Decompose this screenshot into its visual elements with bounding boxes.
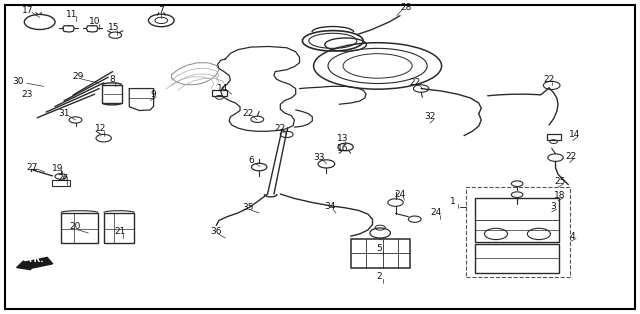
Bar <box>351 239 410 268</box>
Text: 30: 30 <box>12 77 24 85</box>
Text: 11: 11 <box>66 10 77 19</box>
Text: 31: 31 <box>58 109 70 118</box>
Text: 36: 36 <box>211 227 222 236</box>
Bar <box>475 198 559 242</box>
Text: 24: 24 <box>431 208 442 217</box>
Bar <box>52 180 70 186</box>
Bar <box>475 244 559 273</box>
Text: 29: 29 <box>72 73 84 81</box>
Text: 5: 5 <box>376 244 381 253</box>
Text: 18: 18 <box>554 191 566 200</box>
Text: 9: 9 <box>151 90 156 99</box>
Text: 27: 27 <box>26 163 38 171</box>
Text: 33: 33 <box>313 153 324 162</box>
Bar <box>61 213 98 243</box>
Text: 12: 12 <box>95 124 107 133</box>
Bar <box>102 85 122 103</box>
Text: 3: 3 <box>551 202 556 211</box>
Text: 7: 7 <box>159 6 164 14</box>
Text: 22: 22 <box>243 109 254 118</box>
Text: 22: 22 <box>565 152 577 161</box>
Bar <box>547 134 561 140</box>
Text: 13: 13 <box>337 134 348 143</box>
Text: 2: 2 <box>376 273 381 281</box>
Text: 24: 24 <box>394 190 406 198</box>
Text: 6: 6 <box>248 156 253 165</box>
Text: 21: 21 <box>115 227 126 236</box>
Text: 16: 16 <box>337 144 348 153</box>
Text: 32: 32 <box>424 112 436 121</box>
Text: 35: 35 <box>243 203 254 212</box>
Text: 1: 1 <box>451 197 456 206</box>
Text: 22: 22 <box>275 124 286 133</box>
Text: 22: 22 <box>409 78 420 87</box>
Text: 10: 10 <box>89 18 100 26</box>
Text: 8: 8 <box>109 75 115 84</box>
Text: 34: 34 <box>324 202 335 211</box>
Bar <box>212 90 227 96</box>
Text: 4: 4 <box>570 232 575 241</box>
Text: 19: 19 <box>52 165 63 173</box>
Text: 25: 25 <box>554 177 566 186</box>
Bar <box>466 187 570 277</box>
Text: 14: 14 <box>569 130 580 139</box>
Text: 15: 15 <box>108 23 120 32</box>
Text: FR.: FR. <box>29 256 44 264</box>
Bar <box>104 213 134 243</box>
FancyArrow shape <box>17 257 52 270</box>
Text: 26: 26 <box>57 174 68 183</box>
Text: 17: 17 <box>22 6 33 14</box>
Text: 28: 28 <box>401 3 412 12</box>
Text: 22: 22 <box>543 75 555 84</box>
Text: 14: 14 <box>217 84 228 93</box>
Text: 23: 23 <box>22 90 33 99</box>
Text: 20: 20 <box>70 222 81 231</box>
